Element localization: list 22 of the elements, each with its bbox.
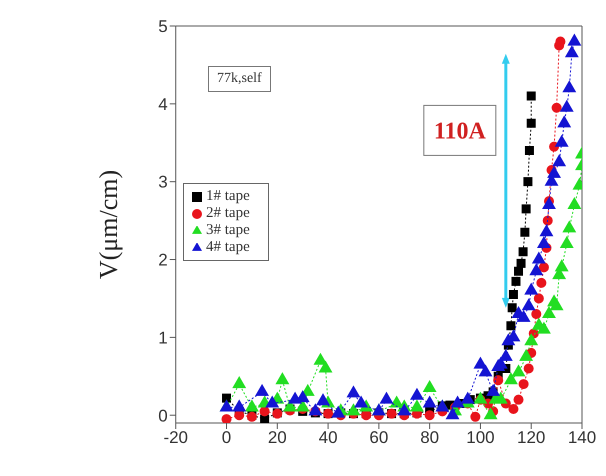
annotation: 77k,self [208, 66, 271, 92]
legend-label: 4# tape [206, 239, 250, 255]
legend-label: 1# tape [206, 188, 250, 204]
x-tick-label: 60 [369, 428, 388, 448]
x-tick-label: 100 [466, 428, 495, 448]
x-tick-label: 80 [420, 428, 440, 448]
y-axis-title: V(μm/cm) [94, 170, 123, 280]
x-tick-label: 40 [318, 428, 338, 448]
y-tick-label: 0 [158, 406, 168, 426]
x-tick-label: 120 [517, 428, 546, 448]
y-tick-label: 1 [158, 328, 168, 348]
x-tick-label: 0 [222, 428, 232, 448]
legend-label: 3# tape [206, 222, 250, 238]
y-tick-label: 4 [158, 94, 168, 114]
legend-label: 2# tape [206, 205, 250, 221]
y-tick-label: 5 [158, 17, 168, 36]
x-tick-label: -20 [163, 428, 188, 448]
y-tick-label: 3 [158, 172, 168, 192]
y-tick-label: 2 [158, 250, 168, 270]
ref-line-label: 110A [434, 118, 486, 144]
x-tick-label: 140 [568, 428, 596, 448]
x-tick-label: 20 [268, 428, 287, 448]
